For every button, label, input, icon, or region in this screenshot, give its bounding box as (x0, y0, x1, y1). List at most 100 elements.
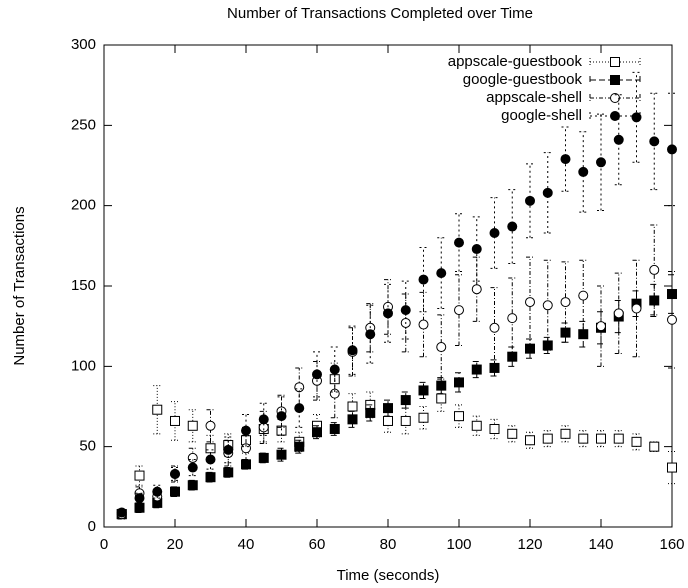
marker (152, 486, 163, 497)
x-tick-label: 60 (309, 536, 326, 553)
marker (418, 385, 429, 396)
marker (578, 166, 589, 177)
marker (471, 420, 482, 431)
chart-title: Number of Transactions Completed over Ti… (227, 5, 533, 22)
legend-label: google-guestbook (463, 71, 583, 88)
marker (649, 264, 660, 275)
marker (542, 300, 553, 311)
marker (418, 274, 429, 285)
marker (258, 414, 269, 425)
marker (489, 423, 500, 434)
marker (205, 454, 216, 465)
error-bar (668, 450, 676, 485)
error-bar (472, 256, 481, 322)
marker (525, 435, 535, 446)
marker (134, 493, 145, 504)
marker (312, 427, 322, 438)
marker (471, 364, 482, 375)
y-tick-label: 0 (88, 518, 96, 535)
x-tick-label: 100 (446, 536, 471, 553)
marker (596, 157, 606, 168)
error-bar (401, 391, 410, 409)
legend-swatch (589, 76, 641, 84)
marker (560, 154, 571, 165)
marker (525, 195, 535, 206)
error-bar (295, 388, 304, 428)
marker (631, 436, 642, 447)
error-bar (490, 287, 499, 369)
y-tick-label: 100 (71, 357, 96, 374)
marker (187, 452, 198, 463)
marker (329, 423, 340, 434)
error-bar (277, 394, 286, 428)
marker (454, 305, 464, 316)
marker (596, 433, 606, 444)
marker (400, 395, 411, 406)
marker (613, 433, 624, 444)
x-tick-label: 40 (238, 536, 255, 553)
marker (489, 322, 500, 333)
error-bar (437, 314, 446, 380)
marker (329, 388, 340, 399)
error-bar (401, 280, 410, 340)
marker (223, 467, 234, 478)
error-bar (384, 283, 392, 343)
marker (613, 308, 624, 319)
error-bar (224, 436, 233, 464)
error-bar (597, 285, 605, 367)
y-tick-label: 300 (71, 36, 96, 53)
x-tick-label: 80 (380, 536, 397, 553)
marker (294, 403, 305, 414)
marker (471, 284, 482, 295)
marker (170, 486, 180, 497)
legend-label: appscale-guestbook (448, 53, 583, 70)
marker (383, 415, 393, 426)
marker (542, 187, 553, 198)
marker (507, 428, 518, 439)
error-bar (543, 259, 552, 351)
marker (489, 227, 500, 238)
marker (205, 472, 216, 483)
marker (418, 412, 429, 423)
marker (418, 319, 429, 330)
marker (649, 441, 660, 452)
error-bar (632, 433, 641, 451)
marker (152, 404, 163, 415)
error-bar (579, 430, 588, 448)
marker (205, 443, 216, 454)
marker (223, 444, 234, 455)
x-tick-label: 0 (100, 536, 108, 553)
y-tick-label: 50 (79, 438, 96, 455)
error-bar (490, 359, 499, 377)
error-bar (561, 425, 570, 443)
error-bar (597, 113, 605, 211)
marker (436, 380, 447, 391)
error-bar (632, 71, 641, 163)
marker (134, 470, 145, 481)
error-bar (455, 274, 463, 346)
legend-marker (610, 57, 620, 67)
x-tick-label: 20 (167, 536, 184, 553)
marker (507, 221, 518, 232)
legend-marker (610, 75, 620, 85)
legend-marker (610, 111, 620, 121)
marker (187, 420, 198, 431)
marker (383, 308, 393, 319)
marker (667, 462, 677, 473)
marker (205, 420, 216, 431)
error-bar (259, 410, 268, 444)
legend-marker (610, 93, 620, 103)
x-tick-label: 160 (659, 536, 684, 553)
error-bar (188, 409, 197, 443)
marker (667, 144, 677, 155)
error-bar (508, 425, 517, 443)
marker (578, 433, 589, 444)
marker (471, 244, 482, 255)
legend-label: google-shell (501, 107, 582, 124)
marker (560, 428, 571, 439)
marker (347, 414, 358, 425)
legend-label: appscale-shell (486, 89, 582, 106)
marker (170, 415, 180, 426)
error-bar (206, 409, 215, 443)
